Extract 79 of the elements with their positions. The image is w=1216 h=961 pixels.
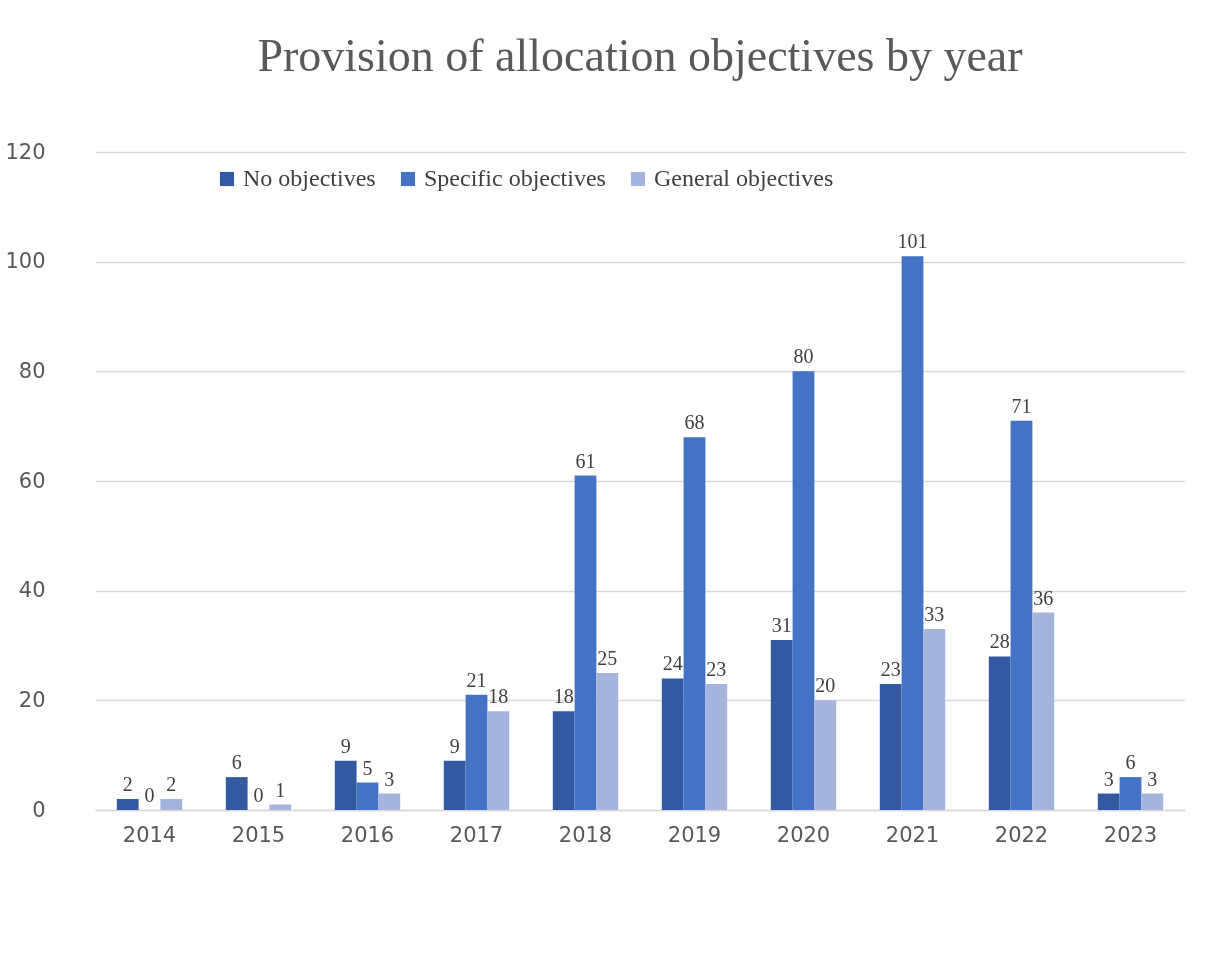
data-label: 1	[275, 778, 286, 801]
y-tick-label: 0	[32, 797, 46, 822]
data-label: 31	[771, 614, 792, 637]
data-label: 2	[166, 773, 177, 796]
data-label: 71	[1011, 394, 1032, 417]
bar	[661, 678, 684, 810]
x-tick-label: 2015	[231, 822, 286, 847]
x-tick-label: 2018	[558, 822, 613, 847]
y-tick-label: 20	[18, 687, 46, 712]
bar	[487, 711, 510, 810]
data-label: 9	[340, 734, 351, 757]
bar	[116, 799, 139, 810]
x-tick-label: 2016	[340, 822, 395, 847]
y-tick-label: 120	[5, 139, 46, 164]
data-label: 33	[924, 603, 945, 626]
data-label: 18	[488, 685, 509, 708]
bar	[814, 700, 837, 810]
x-tick-label: 2014	[122, 822, 177, 847]
x-tick-label: 2022	[994, 822, 1049, 847]
x-tick-label: 2020	[776, 822, 831, 847]
bar	[792, 371, 815, 810]
data-label: 3	[1147, 767, 1158, 790]
data-label: 6	[231, 751, 242, 774]
bar	[1119, 777, 1142, 810]
y-tick-label: 60	[18, 468, 46, 493]
data-label: 23	[706, 657, 727, 680]
bar	[334, 760, 357, 810]
data-label: 20	[815, 674, 836, 697]
bar	[552, 711, 575, 810]
x-tick-label: 2023	[1103, 822, 1158, 847]
bar	[770, 640, 793, 810]
data-label: 18	[553, 685, 574, 708]
bar	[443, 760, 466, 810]
bar	[705, 683, 728, 810]
bar	[574, 475, 597, 810]
bar	[225, 777, 248, 810]
data-label: 61	[575, 449, 596, 472]
data-label: 68	[684, 411, 705, 434]
legend-label: General objectives	[654, 165, 834, 191]
data-label: 2	[122, 773, 133, 796]
data-label: 28	[989, 630, 1010, 653]
chart-title: Provision of allocation objectives by year	[257, 30, 1023, 81]
bar	[356, 782, 379, 810]
y-tick-label: 40	[18, 578, 46, 603]
data-label: 21	[466, 668, 487, 691]
data-label: 3	[384, 767, 395, 790]
x-tick-label: 2019	[667, 822, 722, 847]
bar	[683, 437, 706, 810]
bar	[1032, 612, 1055, 810]
data-label: 9	[449, 734, 460, 757]
bar	[901, 256, 924, 810]
data-label: 24	[662, 652, 683, 675]
data-label: 3	[1103, 767, 1114, 790]
bar	[596, 672, 619, 810]
data-label: 6	[1125, 751, 1136, 774]
data-label: 23	[880, 657, 901, 680]
data-label: 36	[1033, 586, 1054, 609]
bar	[378, 793, 401, 810]
x-tick-label: 2021	[885, 822, 940, 847]
bar	[269, 804, 292, 810]
legend-label: No objectives	[243, 165, 376, 191]
y-tick-label: 100	[5, 249, 46, 274]
data-label: 25	[597, 646, 618, 669]
data-label: 101	[897, 230, 928, 253]
data-label: 5	[362, 756, 373, 779]
bar	[465, 694, 488, 810]
data-label: 0	[253, 784, 264, 806]
bar	[879, 683, 902, 810]
bar	[1010, 420, 1033, 810]
legend-label: Specific objectives	[424, 165, 606, 191]
bar	[988, 656, 1011, 810]
bar	[1097, 793, 1120, 810]
y-tick-label: 80	[18, 358, 46, 383]
data-label: 0	[144, 784, 155, 806]
data-label: 80	[793, 345, 814, 368]
bar	[1141, 793, 1164, 810]
x-tick-label: 2017	[449, 822, 504, 847]
bar	[160, 799, 183, 810]
bar	[923, 629, 946, 810]
